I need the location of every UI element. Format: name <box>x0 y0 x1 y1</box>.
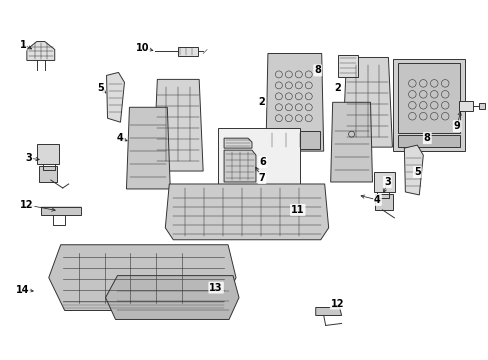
Polygon shape <box>342 58 392 147</box>
Polygon shape <box>315 307 341 315</box>
Text: 13: 13 <box>209 283 223 293</box>
Text: 10: 10 <box>135 42 149 53</box>
Text: 9: 9 <box>453 121 460 131</box>
Bar <box>393 59 464 151</box>
Text: 3: 3 <box>383 177 390 187</box>
Text: 12: 12 <box>20 200 34 210</box>
Text: 3: 3 <box>25 153 32 163</box>
Bar <box>337 55 357 77</box>
Polygon shape <box>478 103 484 109</box>
Text: 5: 5 <box>97 84 104 93</box>
Text: 4: 4 <box>373 195 380 205</box>
Polygon shape <box>105 276 239 319</box>
Polygon shape <box>27 41 55 60</box>
Text: 8: 8 <box>314 66 321 76</box>
Text: 5: 5 <box>413 167 420 177</box>
Polygon shape <box>106 72 124 122</box>
Bar <box>39 166 57 182</box>
Text: 2: 2 <box>258 97 265 107</box>
Text: 8: 8 <box>423 133 430 143</box>
Bar <box>178 46 198 57</box>
Text: 4: 4 <box>117 133 123 143</box>
Text: 11: 11 <box>290 205 304 215</box>
Text: 7: 7 <box>258 173 265 183</box>
Bar <box>398 63 459 133</box>
Bar <box>458 101 472 111</box>
Polygon shape <box>165 184 328 240</box>
Polygon shape <box>265 54 323 151</box>
Bar <box>375 194 393 210</box>
Bar <box>269 131 319 149</box>
Text: 14: 14 <box>16 284 30 294</box>
Text: 12: 12 <box>330 298 344 309</box>
Polygon shape <box>404 145 423 195</box>
Bar <box>37 144 59 164</box>
Polygon shape <box>49 245 236 310</box>
Bar <box>398 135 459 147</box>
Text: 2: 2 <box>334 84 340 93</box>
Bar <box>218 128 299 188</box>
Polygon shape <box>224 150 255 182</box>
Text: 6: 6 <box>259 157 266 167</box>
Polygon shape <box>224 138 251 148</box>
Polygon shape <box>126 107 170 189</box>
Bar <box>373 172 395 192</box>
Text: 1: 1 <box>20 40 26 50</box>
Polygon shape <box>330 102 372 182</box>
Polygon shape <box>153 80 203 171</box>
Bar <box>41 207 81 215</box>
